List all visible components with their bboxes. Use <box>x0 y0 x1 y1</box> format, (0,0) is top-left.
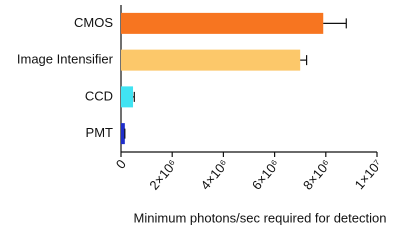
chart: Minimum photons/sec required for detecti… <box>17 5 387 225</box>
x-axis-label: Minimum photons/sec required for detecti… <box>134 210 387 225</box>
x-tick-label: 4×10⁶ <box>198 156 232 192</box>
x-tick-label: 2×10⁶ <box>146 156 180 192</box>
error-bar <box>323 18 347 29</box>
x-tick-label: 0 <box>113 156 129 171</box>
error-bar <box>133 91 135 102</box>
y-tick-label: Image Intensifier <box>17 52 114 67</box>
y-tick-label: CCD <box>85 88 113 103</box>
error-bar <box>300 55 308 66</box>
x-tick-label: 1×10⁷ <box>352 156 386 192</box>
x-tick-label: 8×10⁶ <box>300 156 334 192</box>
bar <box>121 49 301 71</box>
y-tick-label: CMOS <box>74 15 113 30</box>
bar <box>121 12 324 34</box>
bar <box>121 86 134 108</box>
x-tick-label: 6×10⁶ <box>249 156 283 192</box>
y-tick-label: PMT <box>86 125 114 140</box>
bar <box>121 123 125 145</box>
